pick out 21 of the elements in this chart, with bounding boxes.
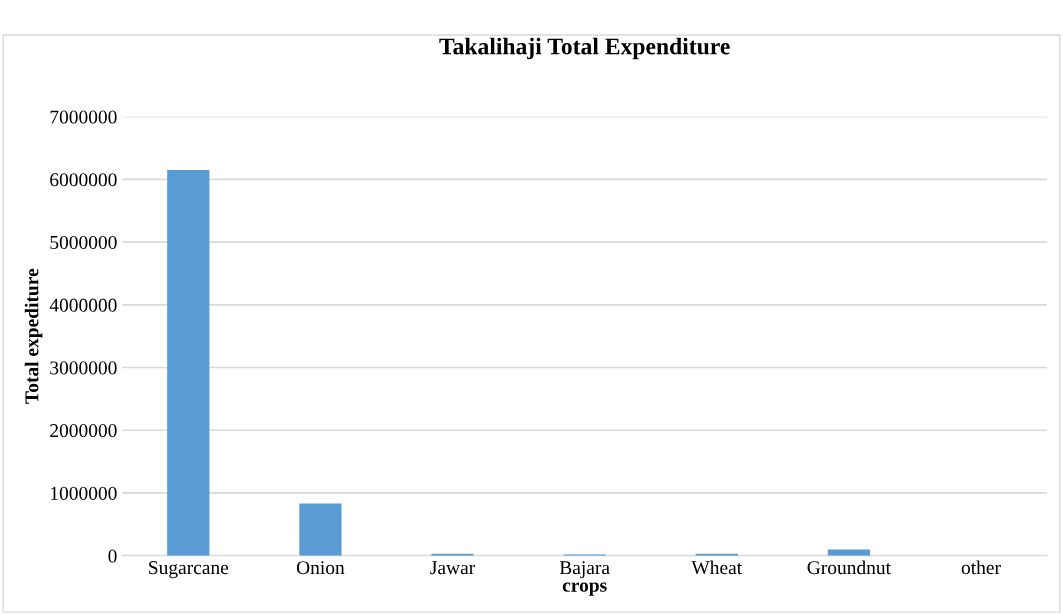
- bar: [827, 549, 871, 556]
- y-axis-title: Total expediture: [24, 268, 43, 404]
- chart-title: Takalihaji Total Expenditure: [439, 37, 730, 60]
- x-tick-label: Sugarcane: [149, 561, 229, 579]
- x-tick-label: Wheat: [691, 560, 743, 575]
- x-tick-label: Onion: [296, 561, 345, 575]
- y-tick-label: 5000000: [50, 235, 117, 250]
- y-tick-label: 7000000: [50, 110, 117, 124]
- x-tick-label: Bajara: [559, 561, 610, 579]
- x-tick-label: other: [961, 560, 1001, 575]
- y-tick-label: 4000000: [49, 298, 117, 312]
- y-tick-label: 6000000: [50, 173, 117, 187]
- x-axis-title: crops: [562, 582, 607, 596]
- y-tick-label: 0: [108, 549, 117, 563]
- y-tick-label: 1000000: [51, 486, 117, 500]
- bar: [299, 503, 342, 556]
- x-tick-label: Jawar: [430, 561, 476, 575]
- y-tick-label: 3000000: [50, 361, 117, 375]
- x-tick-label: Groundnut: [807, 560, 891, 575]
- bar: [167, 169, 210, 556]
- y-tick-label: 2000000: [50, 424, 117, 438]
